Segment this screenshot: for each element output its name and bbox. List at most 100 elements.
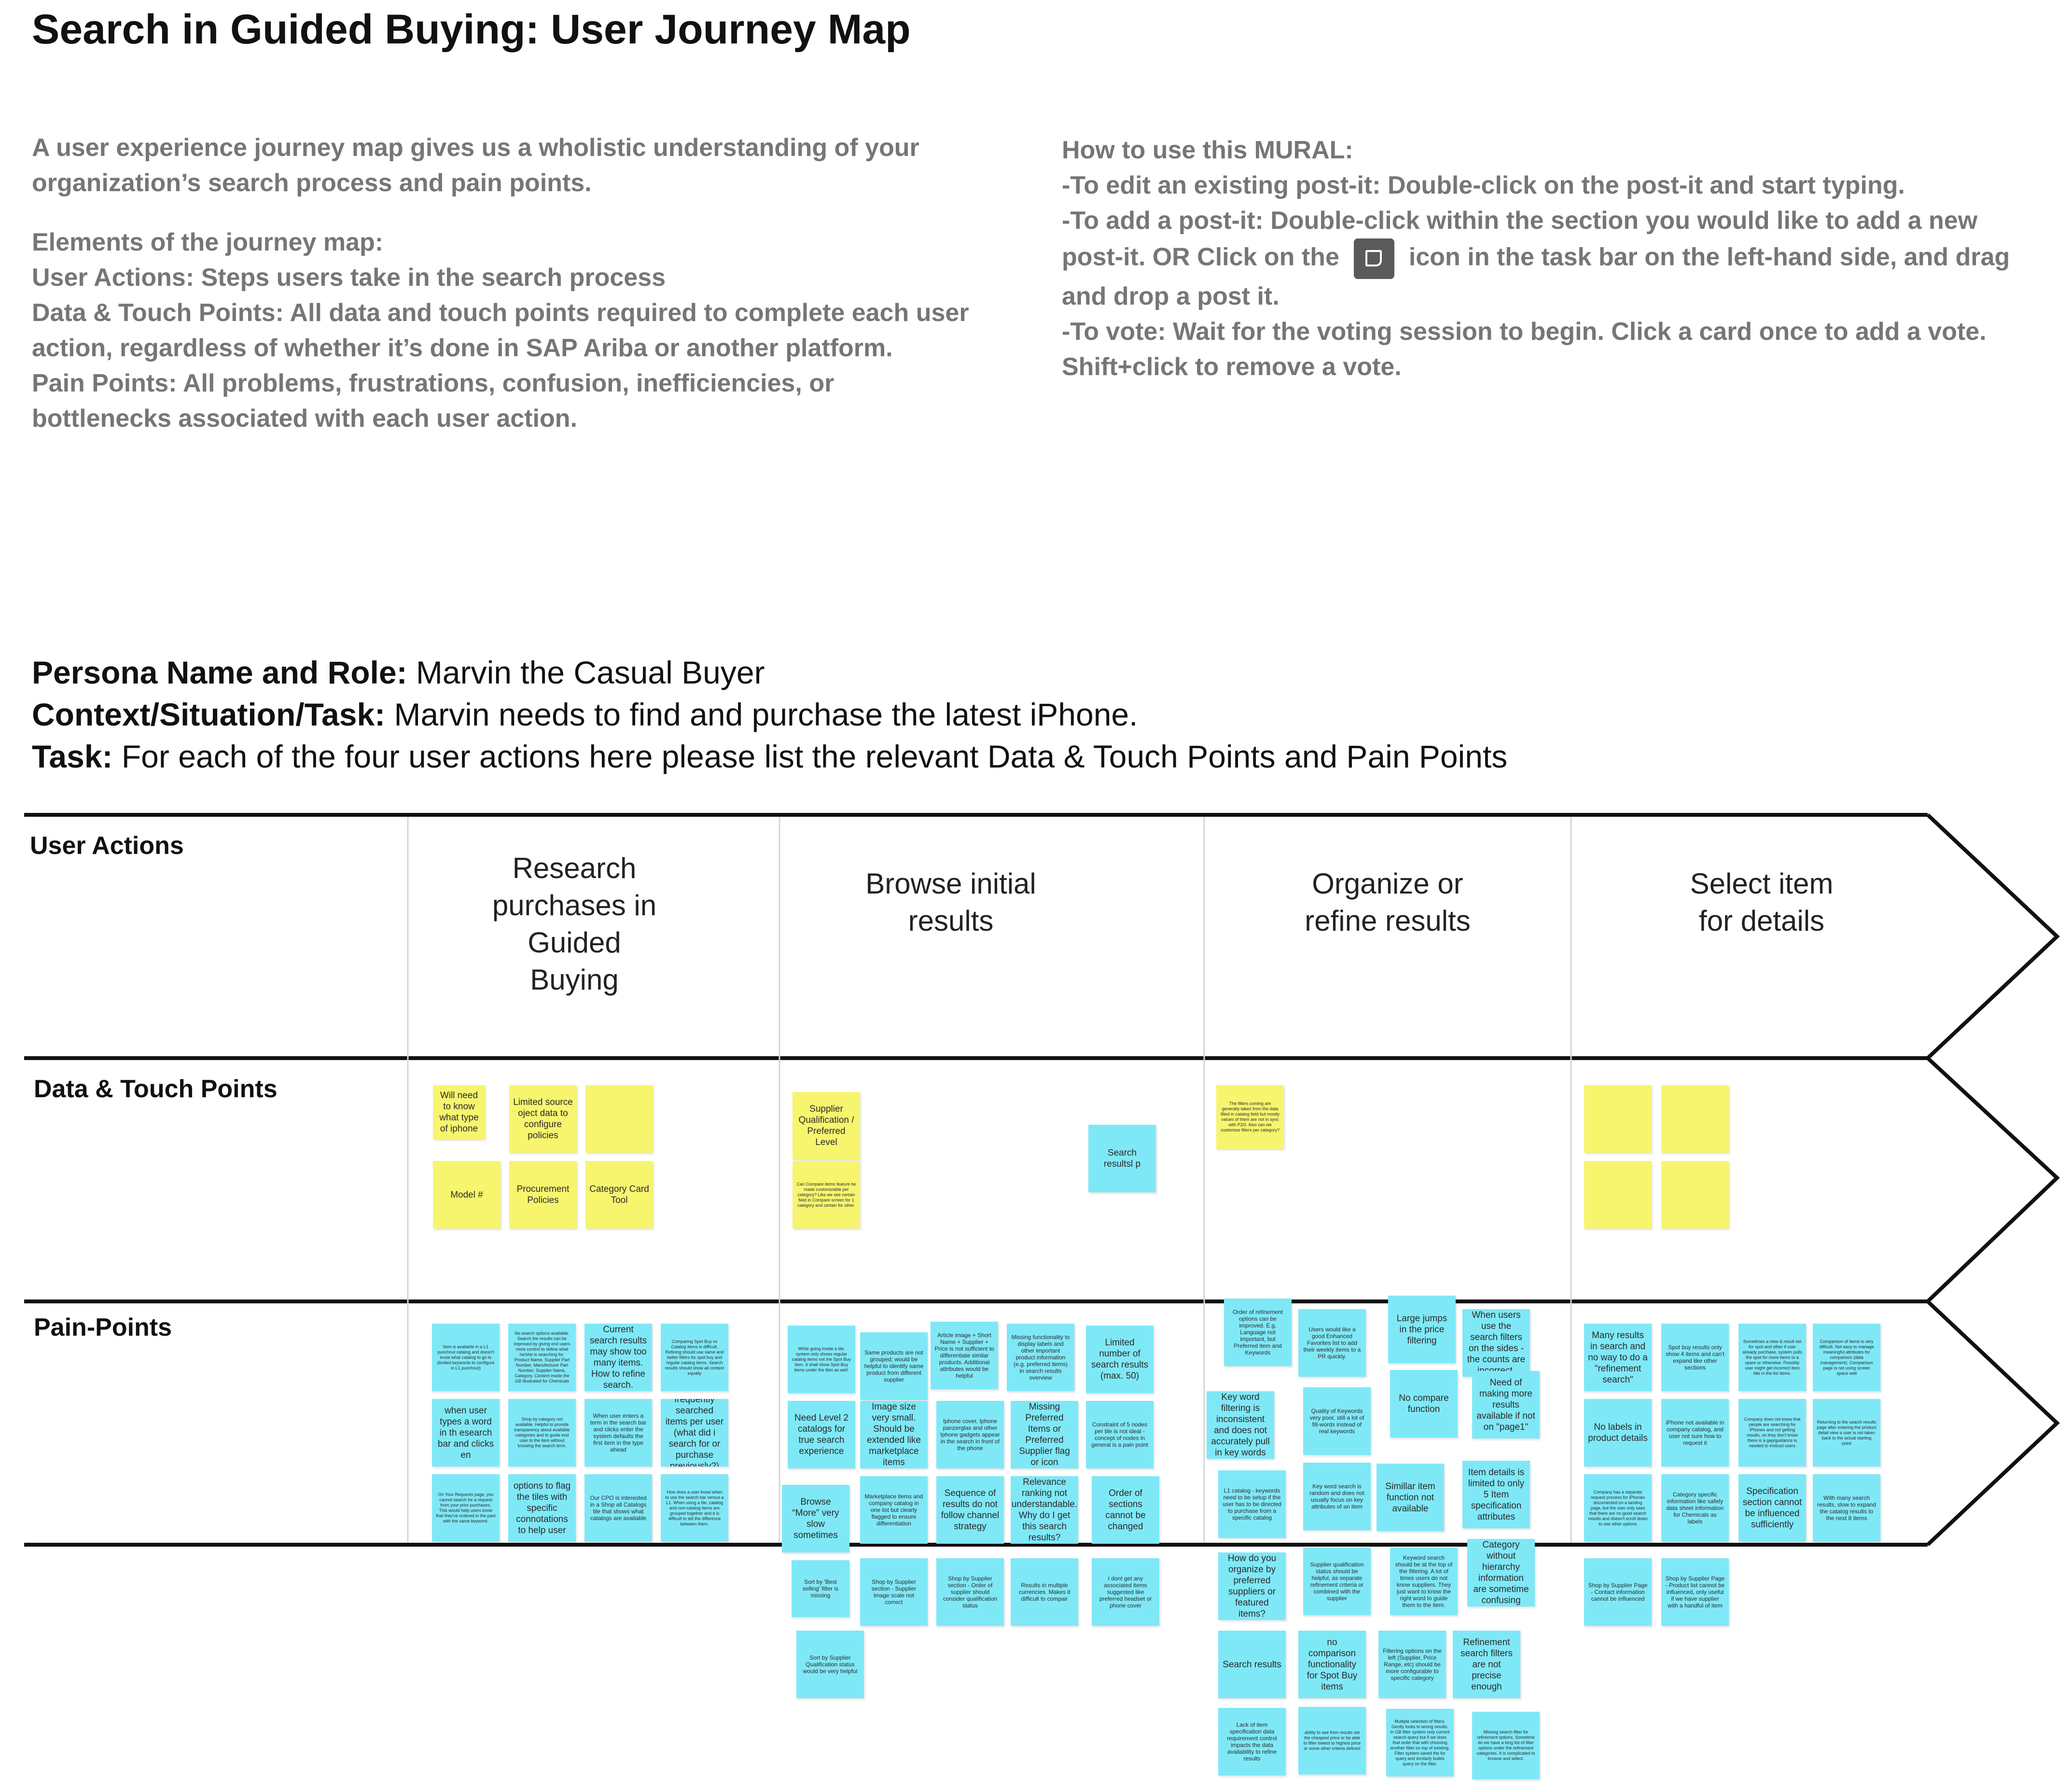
pain-point-sticky-note-returning-to-the-search[interactable]: Returning to the search results page aft… xyxy=(1813,1399,1880,1467)
pain-point-sticky-note-iphone-not-available-in[interactable]: iPhone not available in company catalog,… xyxy=(1661,1399,1729,1467)
touch-points-arrow xyxy=(1926,1057,2060,1303)
pain-point-sticky-note-lack-of-item-specification[interactable]: Lack of item specification data requirem… xyxy=(1218,1708,1286,1775)
pain-point-sticky-note-supplier-qualification-status-should[interactable]: Supplier qualification status should be … xyxy=(1303,1548,1371,1615)
pain-point-sticky-note-category-without-hierarchy-information[interactable]: Category without hierarchy information a… xyxy=(1467,1539,1535,1606)
pain-point-sticky-note-filtering-options-on-the[interactable]: Filtering options on the left (Supplier,… xyxy=(1378,1631,1446,1698)
intro-summary: A user experience journey map gives us a… xyxy=(32,134,919,197)
touch-point-sticky-note-search-resultsl-p[interactable]: Search resultsl p xyxy=(1088,1125,1156,1192)
touch-point-sticky-note-blank[interactable] xyxy=(1661,1085,1729,1153)
pain-point-sticky-note-sequence-of-results-do[interactable]: Sequence of results do not follow channe… xyxy=(936,1476,1004,1544)
pain-point-sticky-note-ability-to-see-from[interactable]: ability to see from results set the chea… xyxy=(1298,1707,1366,1774)
touch-point-sticky-note-blank[interactable] xyxy=(585,1085,653,1153)
pain-point-sticky-note-missing-preferred-items-or[interactable]: Missing Preferred Items or Preferred Sup… xyxy=(1011,1401,1078,1468)
pain-point-sticky-note-company-does-not-know[interactable]: Company does not know that people are se… xyxy=(1738,1399,1806,1467)
pain-point-sticky-note-image-size-very-small[interactable]: Image size very small. Should be extende… xyxy=(860,1401,928,1468)
pain-point-sticky-note-when-user-types-a[interactable]: when user types a word in th esearch bar… xyxy=(432,1399,500,1467)
pain-point-sticky-note-refinement-search-filters-are[interactable]: Refinement search filters are not precis… xyxy=(1453,1631,1520,1698)
page-title: Search in Guided Buying: User Journey Ma… xyxy=(32,6,911,53)
touch-point-sticky-note-supplier-qualification-preferred-level[interactable]: Supplier Qualification / Preferred Level xyxy=(793,1092,860,1159)
instructions-vote: -To vote: Wait for the voting session to… xyxy=(1062,318,1987,381)
pain-point-sticky-note-when-users-use-the[interactable]: When users use the search filters on the… xyxy=(1462,1309,1530,1377)
pain-point-sticky-note-missing-functionality-to-display[interactable]: Missing functionality to display labels … xyxy=(1007,1324,1074,1391)
pain-point-sticky-note-missing-search-filter-for[interactable]: Missing search filter for refinement opt… xyxy=(1472,1712,1540,1779)
pain-point-sticky-note-shop-by-supplier-section[interactable]: Shop by Supplier section - Order of supp… xyxy=(936,1558,1004,1626)
pain-point-sticky-note-results-in-multiple-currencies[interactable]: Results in multiple currencies. Makes it… xyxy=(1011,1558,1078,1626)
pain-point-sticky-note-keyword-search-should-be[interactable]: Keyword search should be at the top of t… xyxy=(1390,1548,1458,1615)
pain-point-sticky-note-no-search-options-available[interactable]: No search options available. Search the … xyxy=(508,1324,576,1391)
pain-point-sticky-note-comparing-spot-buy-vs[interactable]: Comparing Spot Buy vs Catalog items is d… xyxy=(661,1324,728,1391)
pain-point-sticky-note-how-do-you-organize[interactable]: How do you organize by preferred supplie… xyxy=(1218,1552,1286,1620)
pain-point-sticky-note-simillar-item-function-not[interactable]: Simillar item function not available xyxy=(1377,1464,1444,1531)
pain-point-sticky-note-item-is-available-in[interactable]: Item is available in a L1 punchout catal… xyxy=(432,1324,500,1391)
pain-point-sticky-note-item-details-is-limited[interactable]: Item details is limited to only 5 Item s… xyxy=(1462,1461,1530,1528)
persona-task: Task: For each of the four user actions … xyxy=(32,736,1507,778)
pain-point-sticky-note-shop-by-supplier-section[interactable]: Shop by Supplier section - Supplier imag… xyxy=(860,1558,928,1626)
pain-point-sticky-note-sort-by-supplier-qualification[interactable]: Sort by Supplier Qualification status wo… xyxy=(796,1631,864,1698)
pain-point-sticky-note-shop-by-category-not[interactable]: Shop by category not available. Helpful … xyxy=(508,1399,576,1467)
touch-point-sticky-note-can-compare-items-feature[interactable]: Can Compare items feature be made custom… xyxy=(793,1161,860,1229)
pain-point-sticky-note-sometimes-a-view-result[interactable]: Sometimes a view & result set for spot a… xyxy=(1738,1324,1806,1391)
pain-point-sticky-note-multiple-selection-of-filters[interactable]: Multiple selection of filters. Gently lo… xyxy=(1386,1709,1454,1776)
touch-point-sticky-note-will-need-to-know[interactable]: Will need to know what type of iphone xyxy=(433,1085,485,1139)
pain-point-sticky-note-search-results[interactable]: Search results xyxy=(1218,1631,1286,1698)
pain-point-sticky-note-order-of-sections-cannot[interactable]: Order of sections cannot be changed xyxy=(1092,1476,1159,1544)
intro-user-actions: User Actions: Steps users take in the se… xyxy=(32,264,666,292)
pain-point-sticky-note-with-many-search-results[interactable]: With many search results, slow to expand… xyxy=(1813,1474,1880,1542)
pain-point-sticky-note-on-your-requests-page[interactable]: On Your Requests page, you cannot search… xyxy=(432,1474,500,1542)
pain-point-sticky-note-key-word-search-is[interactable]: Key word search is random and does not u… xyxy=(1303,1463,1371,1530)
pain-point-sticky-note-spot-buy-results-only[interactable]: Spot buy results only show 4 items and c… xyxy=(1661,1324,1729,1391)
pain-point-sticky-note-same-products-are-not[interactable]: Same products are not grouped; would be … xyxy=(860,1332,928,1400)
pain-point-sticky-note-large-jumps-in-the[interactable]: Large jumps in the price filtering xyxy=(1388,1296,1456,1363)
pain-point-sticky-note-order-of-refinement-options[interactable]: Order of refinement options can be impro… xyxy=(1224,1299,1292,1366)
pain-point-sticky-note-relevance-ranking-not-understandable[interactable]: Relevance ranking not understandable. Wh… xyxy=(1011,1476,1078,1544)
touch-point-sticky-note-model[interactable]: Model # xyxy=(433,1161,501,1229)
pain-point-sticky-note-need-of-making-more[interactable]: Need of making more results available if… xyxy=(1472,1371,1540,1439)
row-label-pain-points: Pain-Points xyxy=(34,1313,172,1341)
persona-context: Context/Situation/Task: Marvin needs to … xyxy=(32,694,1507,736)
pain-point-sticky-note-current-search-results-may[interactable]: Current search results may show too many… xyxy=(584,1324,652,1391)
pain-point-sticky-note-marketplace-items-and-company[interactable]: Marketplace items and company catalog in… xyxy=(860,1476,928,1544)
persona-context-label: Context/Situation/Task: xyxy=(32,697,386,732)
pain-point-sticky-note-no-labels-in-product[interactable]: No labels in product details xyxy=(1584,1399,1652,1467)
persona-name-label: Persona Name and Role: xyxy=(32,655,407,690)
pain-point-sticky-note-company-has-a-separate[interactable]: Company has a separate request process f… xyxy=(1584,1474,1652,1542)
pain-point-sticky-note-i-dont-get-any[interactable]: I dont get any associated items suggeste… xyxy=(1092,1558,1159,1626)
touch-point-sticky-note-blank[interactable] xyxy=(1661,1161,1729,1229)
pain-point-sticky-note-frequently-searched-items-per[interactable]: frequently searched items per user (what… xyxy=(661,1399,728,1467)
pain-point-sticky-note-shop-by-supplier-page[interactable]: Shop by Supplier Page - Product list can… xyxy=(1661,1558,1729,1626)
pain-point-sticky-note-users-would-like-a[interactable]: Users would like a good Enhanced Favorit… xyxy=(1298,1309,1366,1377)
pain-point-sticky-note-our-cpo-is-interested[interactable]: Our CPO is interested in a Shop all Cata… xyxy=(584,1474,652,1542)
pain-point-sticky-note-many-results-in-search[interactable]: Many results in search and no way to do … xyxy=(1584,1324,1652,1391)
touch-point-sticky-note-the-filters-coming-are[interactable]: The filters coming are generally taken f… xyxy=(1216,1085,1284,1149)
pain-point-sticky-note-comparison-of-items-is[interactable]: Comparison of items is very difficult. N… xyxy=(1813,1324,1880,1391)
pain-point-sticky-note-how-does-a-user[interactable]: How does a user know when to use the sea… xyxy=(661,1474,728,1542)
pain-point-sticky-note-when-user-enters-a[interactable]: When user enters a term in the search ba… xyxy=(584,1399,652,1467)
pain-point-sticky-note-sort-by-best-selling[interactable]: Sort by 'Best selling' filter is missing xyxy=(792,1560,849,1617)
pain-point-sticky-note-iphone-cover-iphone-panzerglas[interactable]: Iphone cover, Iphone panzerglas and othe… xyxy=(936,1401,1004,1468)
pain-point-sticky-note-browse-more-very-slow[interactable]: Browse “More” very slow sometimes xyxy=(782,1485,849,1552)
pain-point-sticky-note-key-word-filtering-is[interactable]: Key word filtering is inconsistent and d… xyxy=(1207,1391,1274,1459)
touch-point-sticky-note-blank[interactable] xyxy=(1584,1161,1652,1229)
pain-point-sticky-note-constraint-of-5-nodes[interactable]: Constraint of 5 nodes per tile is not id… xyxy=(1086,1401,1154,1468)
pain-point-sticky-note-specification-section-cannot-be[interactable]: Specification section cannot be influenc… xyxy=(1738,1474,1806,1542)
pain-point-sticky-note-quality-of-keywords-very[interactable]: Quality of Keywords very poor, still a l… xyxy=(1303,1387,1371,1455)
pain-point-sticky-note-article-image-short-name[interactable]: Article image + Short Name + Supplier + … xyxy=(931,1322,998,1389)
touch-point-sticky-note-category-card-tool[interactable]: Category Card Tool xyxy=(585,1161,653,1229)
instructions-heading: How to use this MURAL: xyxy=(1062,136,1353,164)
pain-point-sticky-note-no-comparison-functionality-for[interactable]: no comparison functionality for Spot Buy… xyxy=(1298,1631,1366,1698)
sticky-note-icon[interactable] xyxy=(1353,238,1394,279)
pain-point-sticky-note-category-specific-information-like[interactable]: Category specific information like safet… xyxy=(1661,1474,1729,1542)
pain-point-sticky-note-no-compare-function[interactable]: No compare function xyxy=(1390,1370,1458,1438)
touch-point-sticky-note-procurement-policies[interactable]: Procurement Policies xyxy=(509,1161,577,1229)
pain-point-sticky-note-shop-by-supplier-page[interactable]: Shop by Supplier Page - Contact informat… xyxy=(1584,1558,1652,1626)
pain-point-sticky-note-while-going-inside-a[interactable]: While going inside a tile, system only s… xyxy=(788,1326,855,1393)
pain-point-sticky-note-limited-number-of-search[interactable]: Limited number of search results (max. 5… xyxy=(1086,1326,1154,1393)
touch-point-sticky-note-blank[interactable] xyxy=(1584,1085,1652,1153)
touch-point-sticky-note-limited-source-oject-data[interactable]: Limited source oject data to configure p… xyxy=(509,1085,577,1153)
pain-point-sticky-note-l1-catalog-keywords-need[interactable]: L1 catalog - keywords need to be setup i… xyxy=(1218,1470,1286,1538)
persona-task-value: For each of the four user actions here p… xyxy=(112,739,1508,774)
intro-pain-points: Pain Points: All problems, frustrations,… xyxy=(32,369,834,433)
pain-point-sticky-note-options-to-flag-the[interactable]: options to flag the tiles with specific … xyxy=(508,1474,576,1542)
pain-point-sticky-note-need-level-2-catalogs[interactable]: Need Level 2 catalogs for true search ex… xyxy=(788,1401,855,1468)
